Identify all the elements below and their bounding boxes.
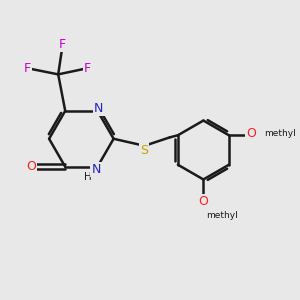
Text: O: O — [199, 195, 208, 208]
Text: N: N — [92, 163, 101, 176]
Text: O: O — [246, 128, 256, 140]
Text: O: O — [27, 160, 37, 173]
Text: N: N — [94, 101, 104, 115]
Text: F: F — [84, 62, 91, 75]
Text: methyl: methyl — [265, 129, 296, 138]
Text: methyl: methyl — [206, 211, 238, 220]
Text: F: F — [59, 38, 66, 51]
Text: S: S — [140, 143, 148, 157]
Text: F: F — [24, 62, 31, 75]
Text: H: H — [84, 172, 92, 182]
